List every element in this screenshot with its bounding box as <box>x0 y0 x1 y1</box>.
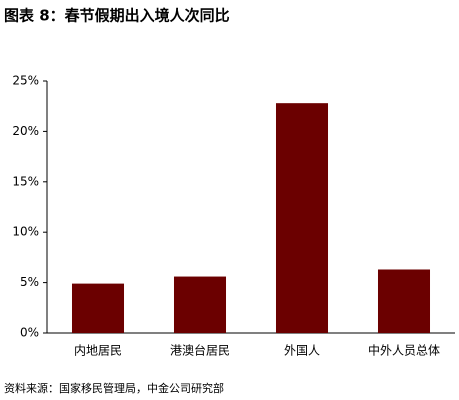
y-tick-label: 10% <box>12 225 39 239</box>
source-note: 资料来源：国家移民管理局，中金公司研究部 <box>4 381 224 395</box>
x-tick-label: 中外人员总体 <box>368 343 440 358</box>
bar <box>173 276 227 333</box>
bar <box>275 103 329 334</box>
y-tick-label: 0% <box>20 326 39 340</box>
bar <box>71 283 125 333</box>
chart-title: 图表 8：春节假期出入境人次同比 <box>4 7 230 25</box>
y-tick-label: 25% <box>12 74 39 88</box>
x-tick-label: 内地居民 <box>74 344 122 358</box>
x-tick-label: 外国人 <box>284 344 320 358</box>
x-tick-label: 港澳台居民 <box>170 343 230 358</box>
bar <box>377 269 431 333</box>
y-tick-label: 20% <box>12 124 39 138</box>
y-tick-label: 5% <box>20 275 39 289</box>
y-tick-label: 15% <box>12 174 39 188</box>
